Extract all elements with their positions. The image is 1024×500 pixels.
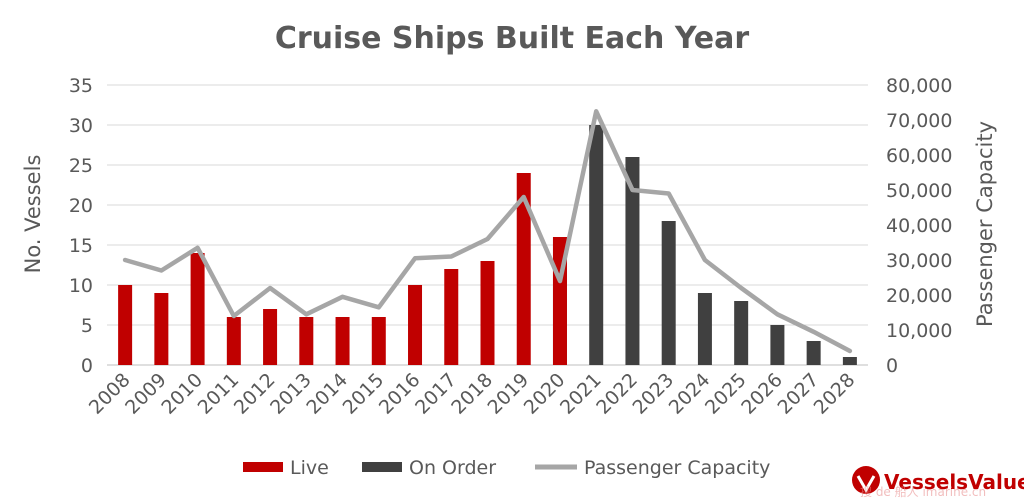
y-left-tick-label: 25 xyxy=(69,155,93,177)
bar-on-order xyxy=(734,301,749,365)
x-tick-label: 2015 xyxy=(339,369,389,419)
x-tick-label: 2026 xyxy=(737,369,787,419)
y-right-tick-label: 10,000 xyxy=(886,320,952,342)
y-axis-left: 0 5 10 15 20 25 30 35 xyxy=(69,75,93,377)
bar-on-order xyxy=(589,125,604,365)
x-tick-label: 2013 xyxy=(266,369,316,419)
y-right-tick-label: 60,000 xyxy=(886,145,952,167)
x-tick-label: 2016 xyxy=(375,369,425,419)
bar-live xyxy=(226,317,241,365)
logo-icon xyxy=(852,466,880,494)
legend-swatch-on-order xyxy=(362,462,402,472)
y-right-tick-label: 40,000 xyxy=(886,215,952,237)
x-tick-label: 2017 xyxy=(411,369,461,419)
bar-live xyxy=(516,173,531,365)
x-tick-label: 2012 xyxy=(230,369,280,419)
y-left-tick-label: 35 xyxy=(69,75,93,97)
legend: Live On Order Passenger Capacity xyxy=(243,457,770,479)
logo-text: VesselsValue xyxy=(884,470,1024,494)
y-right-tick-label: 30,000 xyxy=(886,250,952,272)
x-tick-label: 2011 xyxy=(194,369,244,419)
legend-label-on-order: On Order xyxy=(409,457,496,479)
chart-title: Cruise Ships Built Each Year xyxy=(275,21,750,56)
bar-live xyxy=(263,309,278,365)
y-left-tick-label: 0 xyxy=(81,355,93,377)
bar-live xyxy=(444,269,459,365)
x-tick-label: 2022 xyxy=(592,369,642,419)
y-right-tick-label: 70,000 xyxy=(886,110,952,132)
legend-swatch-live xyxy=(243,462,283,472)
y-right-tick-label: 0 xyxy=(886,355,898,377)
x-axis: 2008200920102011201220132014201520162017… xyxy=(85,369,860,419)
bar-on-order xyxy=(661,221,676,365)
x-tick-label: 2025 xyxy=(701,369,751,419)
watermark: 搜 de 船人 imarine.cn xyxy=(860,484,986,499)
bar-live xyxy=(299,317,314,365)
passenger-capacity-line xyxy=(122,109,853,354)
bar-live xyxy=(154,293,169,365)
y-right-tick-label: 80,000 xyxy=(886,75,952,97)
bar-on-order xyxy=(842,357,857,365)
bar-on-order xyxy=(697,293,712,365)
y-left-tick-label: 5 xyxy=(81,315,93,337)
y-left-tick-label: 30 xyxy=(69,115,93,137)
bar-live xyxy=(118,285,133,365)
x-tick-label: 2014 xyxy=(302,369,352,419)
x-tick-label: 2009 xyxy=(121,369,171,419)
x-tick-label: 2027 xyxy=(773,369,823,419)
x-tick-label: 2028 xyxy=(810,369,860,419)
x-tick-label: 2021 xyxy=(556,369,606,419)
x-tick-label: 2018 xyxy=(447,369,497,419)
x-tick-label: 2023 xyxy=(628,369,678,419)
bar-on-order xyxy=(625,157,640,365)
x-tick-label: 2019 xyxy=(484,369,534,419)
y-left-tick-label: 15 xyxy=(69,235,93,257)
y-axis-left-title: No. Vessels xyxy=(21,155,45,274)
bar-live xyxy=(480,261,495,365)
bar-on-order xyxy=(770,325,785,365)
y-right-tick-label: 20,000 xyxy=(886,285,952,307)
y-right-tick-label: 50,000 xyxy=(886,180,952,202)
y-axis-right-title: Passenger Capacity xyxy=(973,121,997,327)
x-tick-label: 2010 xyxy=(157,369,207,419)
vesselsvalue-logo: VesselsValue xyxy=(852,466,1024,494)
y-axis-right: 0 10,000 20,000 30,000 40,000 50,000 60,000 70,… xyxy=(886,75,952,377)
bar-live xyxy=(335,317,350,365)
legend-label-passenger-capacity: Passenger Capacity xyxy=(584,457,770,479)
bar-live xyxy=(371,317,386,365)
y-left-tick-label: 20 xyxy=(69,195,93,217)
x-tick-label: 2024 xyxy=(665,369,715,419)
x-tick-label: 2020 xyxy=(520,369,570,419)
legend-label-live: Live xyxy=(290,457,329,479)
bar-on-order xyxy=(806,341,821,365)
bar-live xyxy=(408,285,423,365)
y-left-tick-label: 10 xyxy=(69,275,93,297)
bar-live xyxy=(190,253,205,365)
